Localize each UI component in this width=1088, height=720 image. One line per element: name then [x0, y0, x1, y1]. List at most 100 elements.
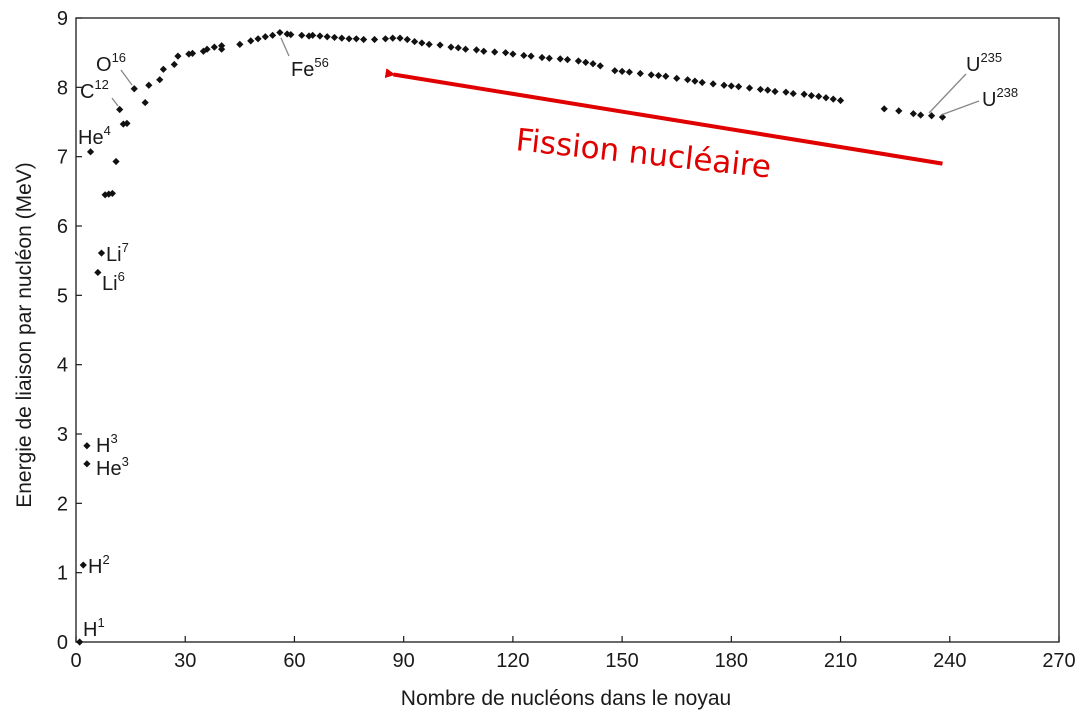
- he4-label: He4: [78, 123, 111, 149]
- x-tick-label: 0: [70, 650, 81, 672]
- data-point: [764, 86, 772, 94]
- data-point: [309, 31, 317, 39]
- c12-leader-line: [111, 97, 119, 107]
- data-point: [269, 31, 277, 39]
- data-point: [647, 71, 655, 79]
- data-point: [691, 77, 699, 85]
- he3-label: He3: [96, 454, 129, 480]
- data-point: [323, 33, 331, 41]
- data-point: [545, 54, 553, 62]
- data-point: [727, 82, 735, 90]
- data-point: [502, 49, 510, 57]
- data-point: [625, 68, 633, 76]
- data-point: [218, 42, 226, 50]
- o16-leader-line: [120, 69, 133, 86]
- data-point: [298, 31, 306, 39]
- data-point: [287, 31, 295, 39]
- data-point: [454, 44, 462, 52]
- data-point: [563, 56, 572, 64]
- data-point: [509, 50, 517, 58]
- li6-label: Li6: [102, 269, 125, 295]
- data-point: [662, 72, 670, 80]
- x-tick-label: 210: [824, 650, 857, 672]
- y-tick-label: 8: [57, 77, 68, 99]
- data-point: [156, 76, 164, 84]
- data-point: [596, 62, 604, 70]
- data-point: [316, 32, 324, 40]
- y-axis-title: Energie de liaison par nucléon (MeV): [13, 162, 36, 508]
- data-point: [589, 60, 597, 68]
- data-point: [254, 35, 262, 43]
- data-point: [236, 40, 244, 48]
- x-tick-label: 120: [496, 650, 529, 672]
- data-point: [673, 74, 681, 82]
- data-point: [917, 111, 925, 119]
- x-axis-title: Nombre de nucléons dans le noyau: [401, 687, 731, 710]
- h2-label: H2: [88, 552, 110, 578]
- x-tick-label: 270: [1042, 650, 1075, 672]
- data-point: [360, 35, 368, 44]
- data-point: [782, 88, 790, 96]
- data-point: [800, 90, 808, 98]
- data-point: [370, 35, 379, 44]
- data-points: [76, 28, 947, 646]
- data-point: [83, 442, 91, 450]
- plot-frame: [75, 17, 1060, 643]
- x-tick-label: 240: [933, 650, 966, 672]
- data-point: [116, 105, 124, 114]
- data-point: [94, 268, 102, 277]
- y-tick-label: 1: [57, 563, 68, 585]
- data-point: [880, 105, 888, 113]
- data-point: [709, 80, 717, 88]
- data-point: [698, 78, 706, 87]
- data-point: [112, 157, 120, 166]
- data-point: [305, 32, 313, 40]
- li7-label: Li7: [106, 240, 129, 266]
- data-point: [472, 46, 481, 54]
- data-point: [261, 33, 269, 41]
- data-point: [789, 89, 797, 98]
- y-tick-label: 3: [57, 424, 68, 446]
- u238-label: U238: [982, 85, 1018, 111]
- y-tick-label: 0: [57, 632, 68, 654]
- x-tick-label: 60: [283, 650, 305, 672]
- data-point: [188, 49, 197, 57]
- data-point: [807, 92, 816, 100]
- y-axis: 0 1 2 3 4 5 6 7 8 9: [57, 8, 82, 654]
- data-point: [108, 189, 117, 198]
- data-point: [520, 51, 528, 60]
- fe56-label: Fe56: [291, 55, 329, 81]
- data-point: [123, 119, 131, 127]
- data-point: [822, 94, 830, 102]
- data-point: [345, 35, 353, 43]
- data-point: [582, 58, 590, 66]
- data-point: [938, 113, 947, 121]
- x-tick-label: 150: [605, 650, 638, 672]
- data-point: [836, 96, 845, 105]
- x-axis: 0 30 60 90 120 150 180 210 240 270: [70, 636, 1076, 672]
- data-point: [174, 52, 182, 60]
- data-point: [210, 43, 218, 51]
- c12-label: C12: [80, 77, 109, 103]
- u235-label: U235: [966, 50, 1002, 76]
- data-point: [480, 47, 488, 55]
- data-point: [720, 81, 728, 89]
- data-point: [636, 69, 644, 78]
- data-point: [130, 85, 138, 93]
- data-point: [618, 67, 626, 75]
- data-point: [83, 460, 91, 468]
- data-point: [410, 37, 419, 46]
- data-point: [909, 110, 917, 118]
- data-point: [895, 107, 903, 115]
- data-point: [574, 57, 583, 65]
- data-point: [97, 249, 106, 257]
- u235-leader-line: [928, 73, 967, 114]
- o16-label: O16: [96, 50, 126, 76]
- data-point: [425, 40, 433, 48]
- data-point: [556, 55, 564, 63]
- data-point: [145, 81, 153, 89]
- data-point: [403, 35, 411, 44]
- data-point: [447, 43, 455, 51]
- h1-label: H1: [83, 615, 105, 641]
- data-point: [684, 76, 692, 84]
